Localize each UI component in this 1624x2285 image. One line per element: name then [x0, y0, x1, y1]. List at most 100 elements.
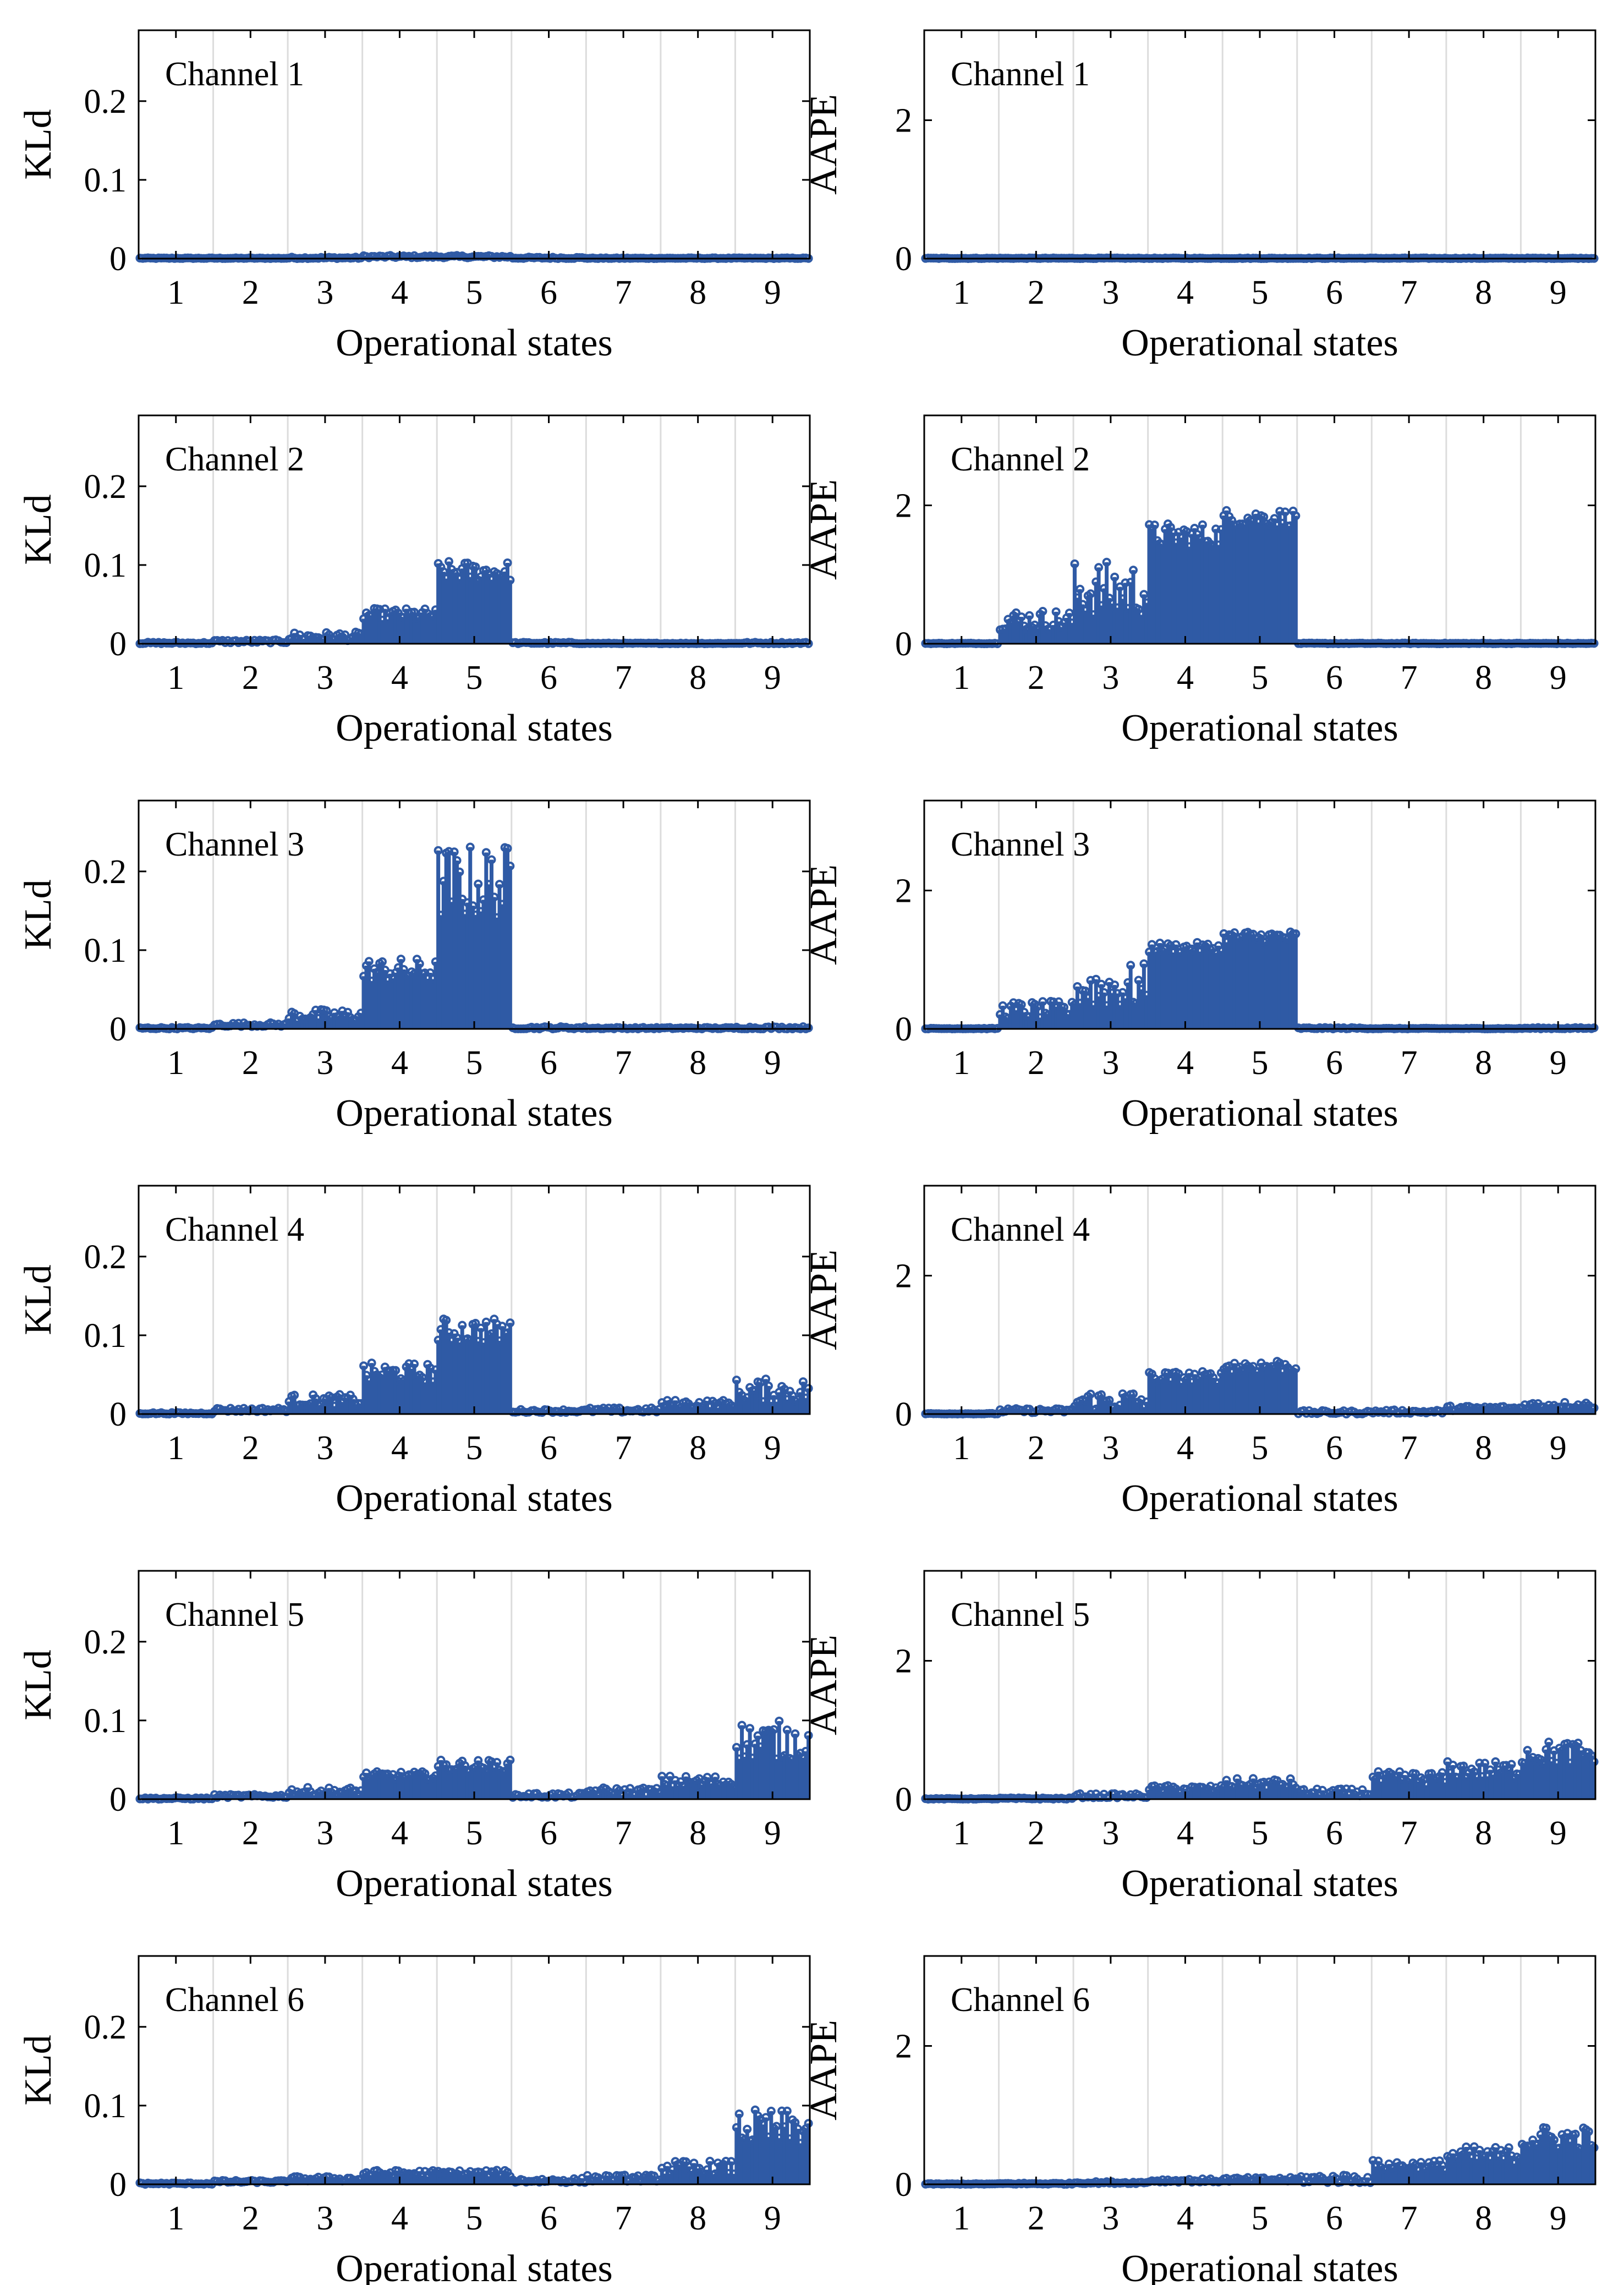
- stem-marker: [657, 1772, 667, 1781]
- stem-marker: [503, 558, 512, 567]
- stem-marker: [1270, 514, 1279, 523]
- stem-marker: [442, 1316, 451, 1325]
- x-tick-label: 9: [1550, 274, 1567, 311]
- x-tick-label: 7: [1401, 1044, 1418, 1082]
- stem-marker: [465, 842, 475, 852]
- x-tick-label: 9: [764, 274, 781, 311]
- stem-marker: [1129, 566, 1138, 575]
- stem-marker: [1291, 511, 1301, 520]
- x-axis-label: Operational states: [336, 322, 612, 364]
- x-tick-label: 3: [1102, 1044, 1119, 1082]
- stem-marker: [458, 1320, 467, 1330]
- stem-marker: [455, 867, 464, 876]
- panel-kld-channel-5: 0 0.1 0.2 1 2 3 4 5 6 7 8 9 Channel 5 Operational sta…: [17, 1570, 813, 1905]
- panel-title: Channel 4: [165, 1211, 304, 1248]
- stem-marker: [474, 879, 483, 889]
- x-tick-label: 2: [1028, 1044, 1045, 1082]
- stem-marker: [1147, 940, 1156, 949]
- stem-marker: [1121, 578, 1130, 588]
- x-tick-label: 2: [1028, 274, 1045, 311]
- stem-marker: [1150, 520, 1159, 530]
- stem-marker: [665, 1772, 674, 1781]
- stem-marker: [1051, 607, 1061, 616]
- stem-marker: [1198, 520, 1207, 529]
- stem-marker: [1033, 1002, 1042, 1011]
- stem-marker: [1291, 929, 1301, 939]
- x-tick-label: 6: [540, 659, 557, 697]
- x-tick-label: 7: [615, 1815, 632, 1852]
- stem-marker: [732, 1742, 741, 1752]
- x-tick-label: 7: [1401, 1429, 1418, 1467]
- stem-marker: [1589, 1023, 1599, 1033]
- x-tick-label: 8: [689, 659, 706, 697]
- x-tick-label: 2: [242, 274, 259, 311]
- x-tick-label: 7: [615, 274, 632, 311]
- stem-marker: [1091, 974, 1101, 984]
- stem-marker: [1086, 589, 1095, 599]
- panel-title: Channel 3: [165, 826, 304, 863]
- stem-marker: [1171, 940, 1181, 949]
- stem-marker: [311, 1394, 320, 1403]
- y-tick-label: 0: [895, 626, 912, 663]
- stem-marker: [1257, 930, 1266, 939]
- stem-marker: [753, 1731, 762, 1740]
- stem-marker: [495, 880, 504, 889]
- stem-marker: [1076, 584, 1085, 594]
- x-tick-label: 5: [466, 1044, 483, 1082]
- stem-marker: [290, 1390, 299, 1400]
- panel-title: Channel 2: [165, 441, 304, 478]
- stem-marker: [791, 1729, 800, 1739]
- stem-marker: [445, 557, 454, 566]
- stem-series: [135, 842, 813, 1033]
- stem-marker: [468, 901, 478, 911]
- stem-marker: [476, 1323, 486, 1333]
- x-tick-label: 4: [391, 1044, 408, 1082]
- stem-marker: [391, 1366, 400, 1375]
- x-tick-label: 1: [167, 1044, 184, 1082]
- stem-marker: [1115, 582, 1124, 591]
- x-tick-label: 8: [689, 1044, 706, 1082]
- stem-marker: [1012, 608, 1021, 617]
- stem-marker: [506, 1318, 515, 1328]
- y-tick-label: 0.2: [84, 1624, 127, 1661]
- stem-marker: [1017, 1000, 1026, 1009]
- stem-marker: [1168, 528, 1178, 537]
- stem-marker: [1291, 1364, 1301, 1373]
- stem-marker: [1065, 609, 1074, 618]
- x-tick-label: 2: [1028, 659, 1045, 697]
- y-tick-label: 0.2: [84, 468, 127, 506]
- x-tick-label: 9: [764, 659, 781, 697]
- x-tick-label: 6: [1326, 659, 1343, 697]
- stem-marker: [1126, 961, 1135, 970]
- y-tick-label: 0: [109, 626, 127, 663]
- y-tick-label: 0: [895, 1396, 912, 1433]
- x-tick-label: 1: [953, 1044, 970, 1082]
- stem-marker: [1009, 998, 1018, 1007]
- stem-marker: [396, 955, 405, 964]
- stem-marker: [1025, 611, 1034, 620]
- stem-marker: [434, 846, 443, 855]
- y-tick-label: 0: [895, 240, 912, 278]
- stem-series: [135, 1314, 813, 1418]
- y-tick-label: 0.1: [84, 1702, 127, 1740]
- x-tick-label: 5: [1252, 274, 1269, 311]
- stem-marker: [761, 1374, 771, 1384]
- stem-marker: [492, 1757, 502, 1767]
- stem-marker: [377, 957, 387, 966]
- x-tick-label: 8: [1475, 659, 1492, 697]
- x-tick-label: 6: [1326, 1429, 1343, 1467]
- panel-title: Channel 3: [951, 826, 1090, 863]
- stem-marker: [503, 843, 512, 853]
- x-tick-label: 4: [1177, 1044, 1194, 1082]
- stem-marker: [481, 848, 491, 857]
- stem-marker: [711, 1772, 720, 1782]
- stem-marker: [1112, 989, 1122, 998]
- panel-aape-channel-1: 0 2 1 2 3 4 5 6 7 8 9 Channel 1 Operational states AA…: [803, 29, 1599, 364]
- x-tick-label: 2: [242, 1429, 259, 1467]
- stem-marker: [1102, 557, 1111, 567]
- stem-marker: [506, 1755, 515, 1765]
- stem-marker: [998, 1001, 1007, 1010]
- stem-marker: [449, 847, 459, 857]
- x-tick-label: 4: [391, 274, 408, 311]
